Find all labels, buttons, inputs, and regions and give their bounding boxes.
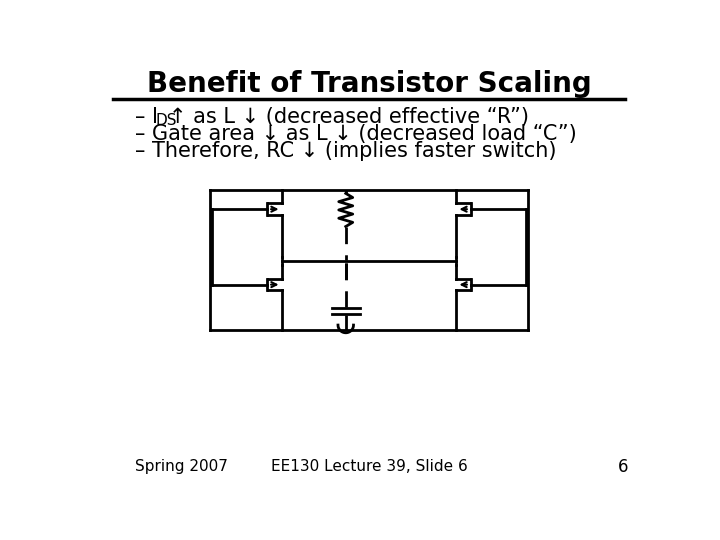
Text: – Gate area ↓ as L ↓ (decreased load “C”): – Gate area ↓ as L ↓ (decreased load “C”… (135, 124, 577, 144)
Text: Spring 2007: Spring 2007 (135, 459, 228, 474)
Text: DS: DS (155, 113, 176, 128)
Text: – Therefore, RC ↓ (implies faster switch): – Therefore, RC ↓ (implies faster switch… (135, 141, 557, 161)
Text: Benefit of Transistor Scaling: Benefit of Transistor Scaling (147, 70, 591, 98)
Text: EE130 Lecture 39, Slide 6: EE130 Lecture 39, Slide 6 (271, 459, 467, 474)
Text: – I: – I (135, 107, 158, 127)
Text: ↑ as L ↓ (decreased effective “R”): ↑ as L ↓ (decreased effective “R”) (169, 107, 529, 127)
Text: 6: 6 (618, 458, 629, 476)
